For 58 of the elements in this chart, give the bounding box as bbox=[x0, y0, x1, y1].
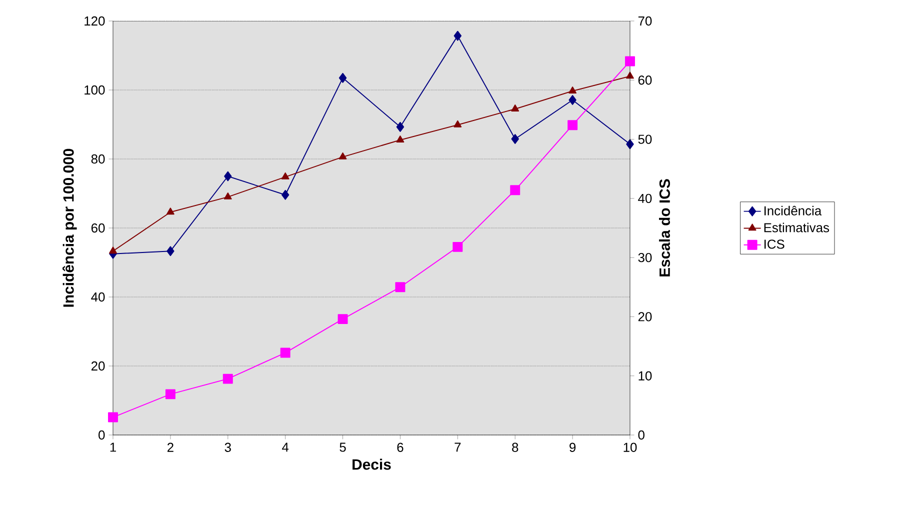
legend-label: ICS bbox=[764, 240, 784, 249]
point bbox=[224, 192, 232, 200]
y-tick-label: 80 bbox=[91, 154, 105, 164]
x-tick-label: 2 bbox=[168, 442, 174, 452]
y-tick-label: 40 bbox=[91, 292, 105, 302]
y-tick-label: 120 bbox=[84, 16, 105, 26]
x-tick-label: 3 bbox=[224, 442, 231, 452]
point bbox=[511, 104, 520, 112]
point bbox=[280, 348, 290, 358]
point bbox=[511, 134, 519, 144]
point bbox=[222, 374, 233, 384]
y2-tick-label: 60 bbox=[638, 76, 652, 85]
point bbox=[568, 86, 576, 94]
point bbox=[281, 190, 290, 200]
x-tick-label: 10 bbox=[624, 442, 637, 452]
y-axis-title: Incidência por 100.000 bbox=[62, 148, 77, 307]
legend-label: Incidência bbox=[764, 206, 822, 216]
point bbox=[338, 152, 347, 160]
point bbox=[452, 242, 463, 252]
point bbox=[338, 72, 347, 83]
y2-tick-label: 50 bbox=[638, 134, 652, 144]
y2-tick-label: 40 bbox=[638, 194, 652, 204]
point bbox=[510, 185, 520, 196]
x-tick-label: 4 bbox=[282, 442, 289, 452]
legend-label: Estimativas bbox=[764, 222, 830, 232]
point bbox=[454, 120, 462, 128]
point bbox=[109, 246, 117, 254]
x-tick-label: 5 bbox=[340, 442, 346, 452]
x-tick-label: 1 bbox=[110, 442, 116, 452]
y-tick-label: 60 bbox=[91, 223, 105, 233]
point bbox=[396, 122, 404, 132]
x-tick-label: 6 bbox=[397, 442, 404, 452]
point bbox=[224, 171, 232, 182]
point bbox=[395, 282, 406, 292]
point bbox=[338, 314, 348, 324]
point bbox=[568, 120, 578, 130]
point bbox=[454, 30, 462, 41]
y-tick-label: 20 bbox=[91, 361, 105, 371]
point bbox=[396, 136, 404, 143]
point bbox=[166, 246, 174, 256]
point bbox=[108, 412, 118, 422]
point bbox=[568, 95, 576, 105]
y2-tick-label: 70 bbox=[638, 16, 652, 26]
y2-tick-label: 0 bbox=[638, 430, 644, 440]
y2-axis-title: Escala do ICS bbox=[659, 179, 670, 276]
point bbox=[625, 56, 635, 66]
y-tick-label: 100 bbox=[84, 85, 105, 95]
x-tick-label: 7 bbox=[454, 442, 461, 452]
y2-tick-label: 10 bbox=[638, 371, 652, 380]
y2-tick-label: 30 bbox=[638, 252, 652, 262]
point bbox=[165, 389, 176, 400]
x-tick-label: 8 bbox=[512, 442, 518, 452]
y-tick-label: 0 bbox=[98, 430, 105, 440]
point bbox=[166, 208, 174, 215]
y2-tick-label: 20 bbox=[638, 312, 652, 322]
x-axis-title: Decis bbox=[352, 458, 391, 470]
point bbox=[281, 172, 290, 180]
x-tick-label: 9 bbox=[570, 442, 576, 452]
